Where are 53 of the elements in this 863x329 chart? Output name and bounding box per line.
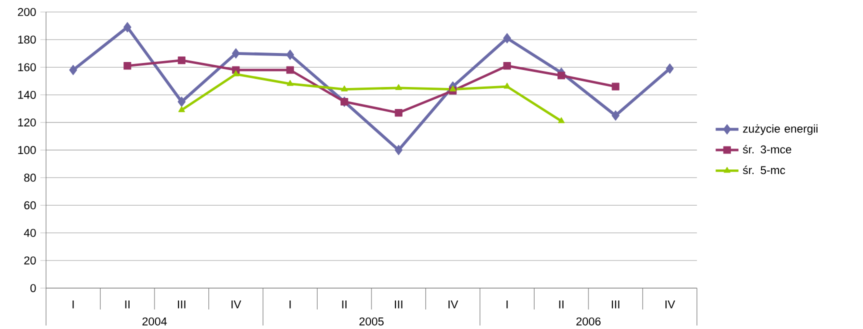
point [666,63,674,74]
x-tick-label: III [612,300,620,308]
point [178,106,185,112]
text: 2006 [576,317,601,326]
point [124,62,132,70]
x-tick-label: II [125,300,130,308]
x-tick-label: III [178,300,186,308]
point [503,62,511,70]
point [503,32,512,44]
y-tick-label: 140 [18,90,36,99]
point [286,49,294,60]
point [69,64,78,75]
y-tick-label: 160 [18,63,36,72]
y-tick-label: 20 [24,256,36,264]
x-tick-label: I [290,300,291,308]
point [286,66,294,74]
x-tick-label: II [559,300,564,308]
point [558,71,566,80]
x-tick-label: I [506,300,508,308]
y-tick-label: 80 [24,173,36,182]
point [504,82,510,88]
y-tick-label: 0 [30,284,36,292]
point [450,85,456,92]
x-tick-label: II [342,300,346,308]
point [232,48,240,58]
x-tick-label: III [394,300,402,308]
x-tick-label: IV [232,300,242,308]
point [394,144,403,155]
y-tick-label: 60 [24,201,36,210]
point [558,117,565,123]
point [395,84,402,90]
x-tick-label: IV [666,300,676,308]
point [178,56,186,64]
point [178,96,186,107]
y-tick-label: 120 [18,118,36,126]
point [612,110,620,120]
legend-label: zużycie energii [743,124,818,135]
legend-label: śr. 3-mce [742,144,792,154]
x-tick-label: IV [448,300,458,308]
point [286,80,294,86]
point [123,22,132,32]
y-tick-label: 180 [18,35,36,44]
text: 2005 [359,317,384,326]
point [612,82,620,90]
point [394,108,402,116]
point [232,70,240,76]
point [341,85,348,92]
y-tick-label: 100 [18,146,36,154]
x-tick-label: I [72,300,74,308]
text: 2004 [142,317,167,326]
legend-label: śr. 5-mc [742,165,786,174]
y-tick-label: 40 [24,228,36,237]
y-tick-label: 200 [18,8,36,16]
